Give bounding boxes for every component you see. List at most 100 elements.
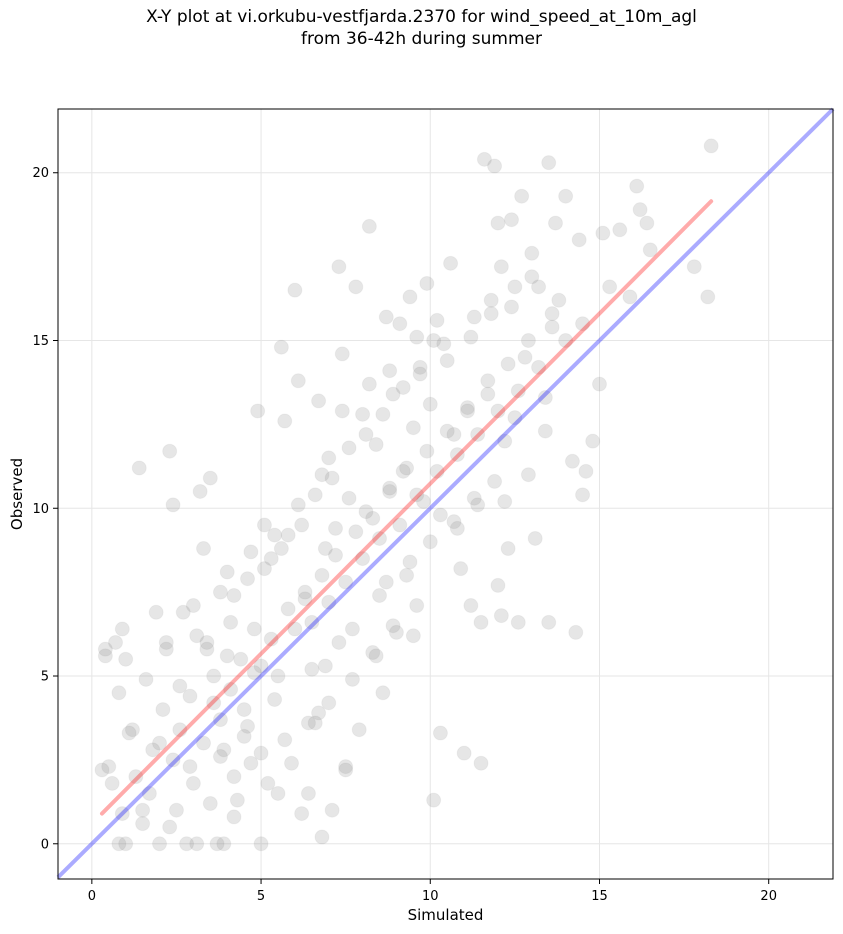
data-point	[622, 289, 638, 305]
data-point	[135, 816, 151, 832]
data-point	[429, 312, 445, 328]
data-point	[686, 259, 702, 275]
data-point	[351, 722, 367, 738]
data-point	[253, 658, 269, 674]
data-point	[246, 621, 262, 637]
data-point	[602, 279, 618, 295]
data-point	[483, 292, 499, 308]
data-point	[402, 289, 418, 305]
data-point	[270, 785, 286, 801]
data-point	[524, 245, 540, 261]
data-point	[578, 463, 594, 479]
data-point	[344, 671, 360, 687]
y-tick-label: 5	[41, 670, 49, 685]
data-point	[267, 692, 283, 708]
data-point	[412, 359, 428, 375]
data-point	[135, 802, 151, 818]
data-point	[233, 651, 249, 667]
data-point	[500, 356, 516, 372]
data-point	[240, 718, 256, 734]
data-point	[493, 608, 509, 624]
data-point	[595, 225, 611, 241]
data-point	[101, 759, 117, 775]
y-tick-label: 10	[32, 502, 49, 517]
chart-title-line-2: from 36-42h during summer	[301, 29, 542, 49]
data-point	[294, 806, 310, 822]
data-point	[114, 621, 130, 637]
data-point	[273, 541, 289, 557]
data-point	[510, 383, 526, 399]
data-point	[510, 614, 526, 630]
data-point	[168, 802, 184, 818]
data-point	[108, 634, 124, 650]
data-point	[155, 702, 171, 718]
data-point	[520, 333, 536, 349]
data-point	[284, 755, 300, 771]
data-point	[514, 188, 530, 204]
data-point	[372, 530, 388, 546]
data-point	[223, 681, 239, 697]
data-point	[385, 386, 401, 402]
data-point	[219, 564, 235, 580]
data-point	[158, 641, 174, 657]
data-point	[172, 722, 188, 738]
data-point	[375, 685, 391, 701]
data-point	[558, 188, 574, 204]
y-tick-label: 0	[41, 837, 49, 852]
data-point	[503, 299, 519, 315]
data-point	[703, 138, 719, 154]
data-point	[243, 755, 259, 771]
data-point	[459, 400, 475, 416]
data-point	[331, 259, 347, 275]
data-point	[256, 561, 272, 577]
data-point	[206, 668, 222, 684]
data-point	[490, 403, 506, 419]
data-point	[480, 386, 496, 402]
data-point	[629, 178, 645, 194]
data-point	[321, 594, 337, 610]
data-point	[409, 487, 425, 503]
data-point	[547, 215, 563, 231]
data-point	[152, 735, 168, 751]
data-point	[487, 473, 503, 489]
data-point	[270, 668, 286, 684]
data-point	[189, 628, 205, 644]
data-point	[131, 460, 147, 476]
data-point	[388, 624, 404, 640]
data-point	[416, 494, 432, 510]
data-point	[392, 316, 408, 332]
data-point	[97, 641, 113, 657]
data-point	[480, 373, 496, 389]
data-point	[483, 306, 499, 322]
data-point	[470, 497, 486, 513]
data-point	[382, 483, 398, 499]
data-point	[426, 333, 442, 349]
data-point	[104, 775, 120, 791]
data-point	[368, 437, 384, 453]
data-point	[402, 554, 418, 570]
data-point	[152, 836, 168, 852]
data-point	[219, 648, 235, 664]
data-point	[338, 762, 354, 778]
data-point	[260, 775, 276, 791]
data-point	[700, 289, 716, 305]
data-point	[372, 587, 388, 603]
data-point	[236, 702, 252, 718]
data-point	[500, 541, 516, 557]
data-point	[212, 712, 228, 728]
data-point	[531, 279, 547, 295]
chart-title: X-Y plot at vi.orkubu-vestfjarda.2370 fo…	[0, 6, 843, 50]
data-point	[267, 527, 283, 543]
data-point	[575, 316, 591, 332]
data-point	[497, 494, 513, 510]
data-point	[304, 661, 320, 677]
data-point	[199, 634, 215, 650]
data-point	[429, 463, 445, 479]
data-point	[256, 517, 272, 533]
data-point	[229, 792, 245, 808]
data-point	[182, 759, 198, 775]
data-point	[392, 517, 408, 533]
data-point	[240, 571, 256, 587]
data-point	[138, 671, 154, 687]
